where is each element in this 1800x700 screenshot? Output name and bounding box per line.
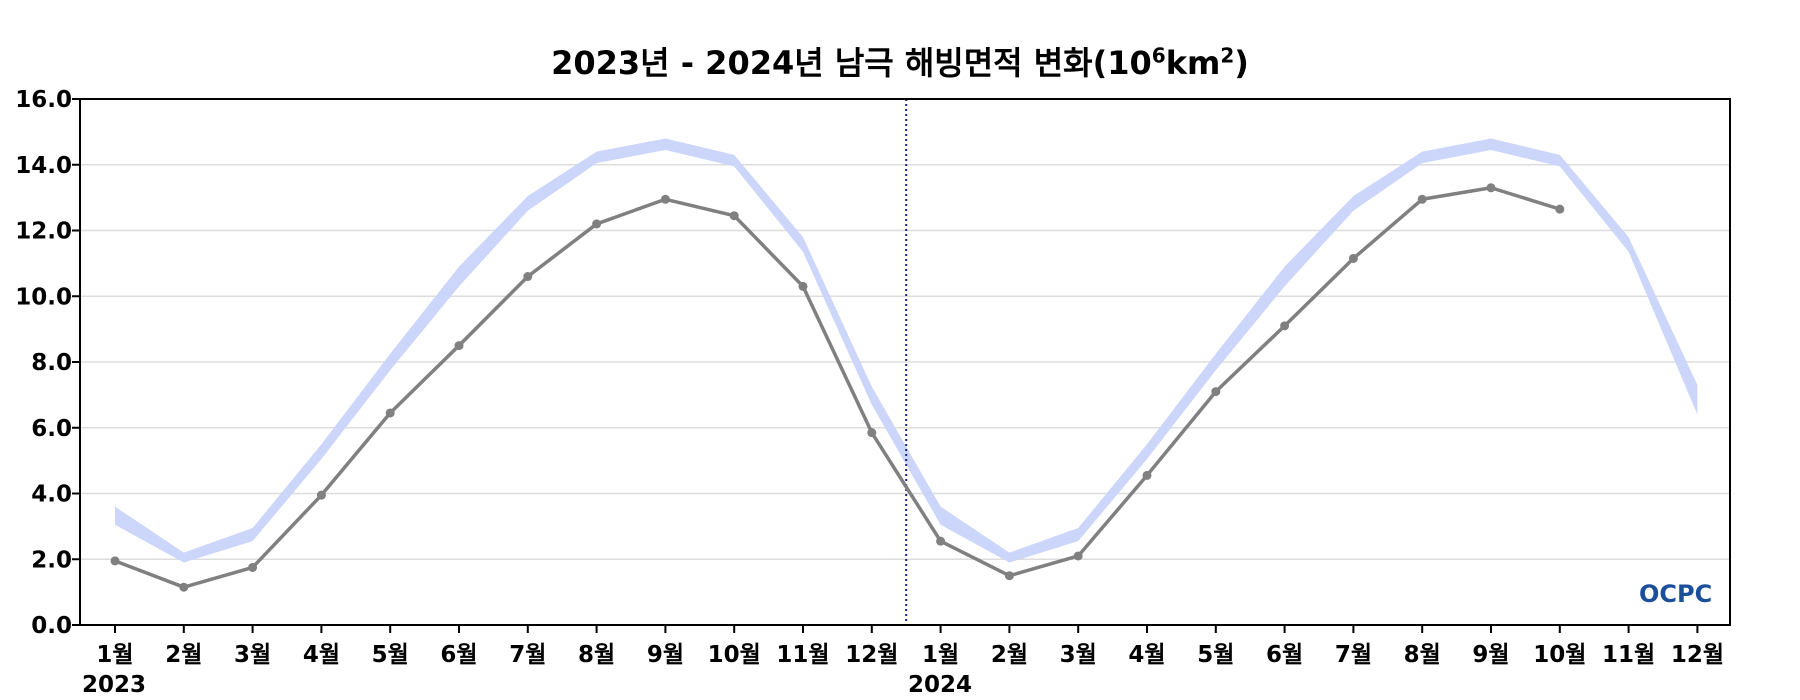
data-point xyxy=(1142,470,1152,480)
x-tick-label: 11월 xyxy=(776,642,829,668)
data-point xyxy=(1417,194,1427,204)
data-point xyxy=(1004,571,1014,581)
logo-layer: OCPC xyxy=(1639,580,1712,608)
y-tick-label: 2.0 xyxy=(31,547,72,573)
data-point xyxy=(1486,183,1496,193)
y-tick-label: 14.0 xyxy=(15,153,72,179)
title-unit-exponent: 2 xyxy=(1220,43,1235,68)
x-tick-label: 5월 xyxy=(372,642,409,668)
x-tick-label: 10월 xyxy=(1533,642,1586,668)
y-tick-label: 10.0 xyxy=(15,284,72,310)
y-tick-label: 8.0 xyxy=(31,350,72,376)
year-label: 2023 xyxy=(82,672,146,698)
x-tick-label: 6월 xyxy=(440,642,477,668)
x-tick-label: 8월 xyxy=(1404,642,1441,668)
data-point xyxy=(660,194,670,204)
y-tick-label: 16.0 xyxy=(15,87,72,113)
x-tick-label: 1월 xyxy=(96,642,133,668)
x-tick-label: 9월 xyxy=(647,642,684,668)
data-point xyxy=(936,536,946,546)
data-point xyxy=(592,219,602,229)
x-tick-label: 10월 xyxy=(708,642,761,668)
x-tick-label: 12월 xyxy=(845,642,898,668)
axis-layer xyxy=(72,98,1731,633)
x-tick-label: 4월 xyxy=(1128,642,1165,668)
x-tick-label: 5월 xyxy=(1197,642,1234,668)
grid-lines xyxy=(80,98,1730,626)
data-point xyxy=(1555,204,1565,214)
label-layer: 0.0 2.0 4.0 6.0 8.0 10.0 12.0 14.0 16.0 1월 2월 3월 4월 5… xyxy=(15,87,1724,698)
data-point xyxy=(385,408,395,418)
x-tick-label: 4월 xyxy=(303,642,340,668)
x-tick-label: 7월 xyxy=(1335,642,1372,668)
y-tick-label: 6.0 xyxy=(31,416,72,442)
title-exponent: 6 xyxy=(1151,43,1166,68)
data-point xyxy=(1348,253,1358,263)
series-line xyxy=(114,186,1561,589)
x-tick-label: 11월 xyxy=(1602,642,1655,668)
data-point xyxy=(248,562,258,572)
data-point xyxy=(1073,551,1083,561)
data-point xyxy=(110,556,120,566)
y-tick-label: 4.0 xyxy=(31,482,72,508)
data-point xyxy=(1280,321,1290,331)
x-tick-label: 1월 xyxy=(922,642,959,668)
data-point xyxy=(179,582,189,592)
title-unit: km xyxy=(1165,44,1221,82)
data-point xyxy=(798,281,808,291)
x-tick-label: 6월 xyxy=(1266,642,1303,668)
data-point xyxy=(1211,387,1221,397)
x-tick-label: 9월 xyxy=(1472,642,1509,668)
line-layer xyxy=(110,183,1565,592)
y-tick-label: 12.0 xyxy=(15,219,72,245)
x-tick-label: 3월 xyxy=(234,642,271,668)
ocpc-logo: OCPC xyxy=(1639,580,1712,608)
data-point xyxy=(316,490,326,500)
year-label: 2024 xyxy=(908,672,972,698)
chart-title: 2023년 - 2024년 남극 해빙면적 변화(106km2) xyxy=(0,38,1800,84)
data-point xyxy=(523,272,533,282)
data-point xyxy=(867,428,877,438)
x-tick-label: 2월 xyxy=(991,642,1028,668)
x-tick-label: 7월 xyxy=(509,642,546,668)
y-tick-label: 0.0 xyxy=(31,613,72,639)
data-point xyxy=(729,211,739,221)
x-tick-label: 2월 xyxy=(165,642,202,668)
x-tick-label: 8월 xyxy=(578,642,615,668)
data-point xyxy=(454,341,464,351)
x-tick-label: 3월 xyxy=(1060,642,1097,668)
x-tick-label: 12월 xyxy=(1671,642,1724,668)
title-main: 2023년 - 2024년 남극 해빙면적 변화(10 xyxy=(551,44,1152,82)
plot-frame xyxy=(79,98,1731,626)
title-close: ) xyxy=(1234,44,1249,82)
